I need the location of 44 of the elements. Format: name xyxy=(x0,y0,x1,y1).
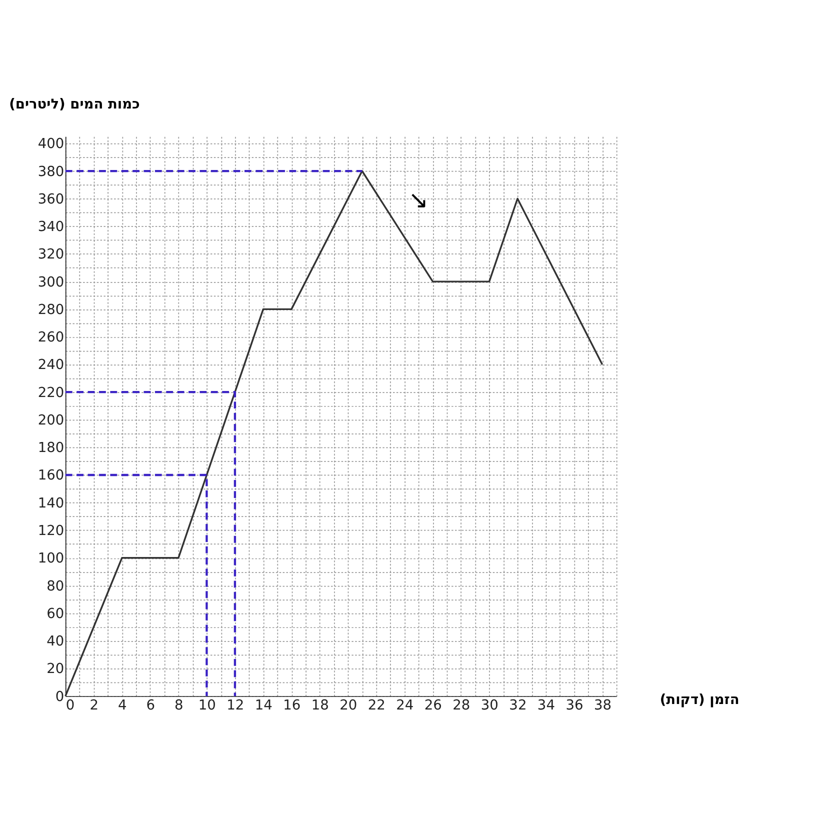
y-tick-label: 300 xyxy=(38,274,64,290)
y-tick-label: 340 xyxy=(38,219,64,236)
y-tick-label: 400 xyxy=(38,136,64,152)
y-tick-label: 120 xyxy=(38,522,64,539)
x-tick-label: 38 xyxy=(594,697,612,714)
y-tick-label: 40 xyxy=(46,634,64,650)
x-tick-label: 20 xyxy=(340,697,358,714)
y-tick-label: 20 xyxy=(46,661,64,678)
x-tick-label: 30 xyxy=(480,697,498,714)
y-tick-label: 140 xyxy=(38,495,64,512)
x-tick-label: 14 xyxy=(254,697,272,714)
line-series xyxy=(64,170,604,697)
x-tick-label: 4 xyxy=(118,697,127,714)
x-tick-label: 10 xyxy=(198,697,216,714)
y-tick-label: 360 xyxy=(38,191,64,208)
x-tick-label: 28 xyxy=(452,697,470,714)
x-tick-label: 6 xyxy=(146,697,156,714)
y-tick-label: 200 xyxy=(38,412,64,428)
y-tick-label: 60 xyxy=(46,606,64,622)
y-tick-label: 260 xyxy=(38,330,64,346)
x-tick-label: 24 xyxy=(396,697,414,714)
x-tick-label: 2 xyxy=(90,697,98,714)
y-tick-label: 380 xyxy=(38,164,64,180)
x-tick-label: 26 xyxy=(424,697,442,714)
y-tick-label: 280 xyxy=(38,302,64,318)
y-tick-label: 240 xyxy=(38,357,64,374)
y-axis-title: כמות המים (ליטרים) xyxy=(9,96,140,112)
x-axis-title: הזמן (דקות) xyxy=(660,692,740,708)
x-tick-label: 0 xyxy=(66,697,75,714)
y-tick-label: 320 xyxy=(38,246,64,263)
y-tick-label: 100 xyxy=(38,550,64,567)
x-tick-label: 32 xyxy=(509,697,527,714)
x-tick-label: 36 xyxy=(566,697,584,714)
x-tick-label: 12 xyxy=(226,697,244,714)
y-tick-label: 80 xyxy=(46,578,64,594)
y-tick-label: 160 xyxy=(38,468,64,484)
x-tick-label: 16 xyxy=(283,697,301,714)
x-tick-label: 34 xyxy=(537,697,555,714)
annotation: ↘ xyxy=(408,186,428,214)
y-tick-label: 180 xyxy=(38,440,64,456)
x-tick-label: 8 xyxy=(174,697,184,714)
x-tick-label: 22 xyxy=(368,697,386,714)
x-tick-label: 18 xyxy=(311,697,329,714)
y-tick-label: 220 xyxy=(38,384,64,401)
